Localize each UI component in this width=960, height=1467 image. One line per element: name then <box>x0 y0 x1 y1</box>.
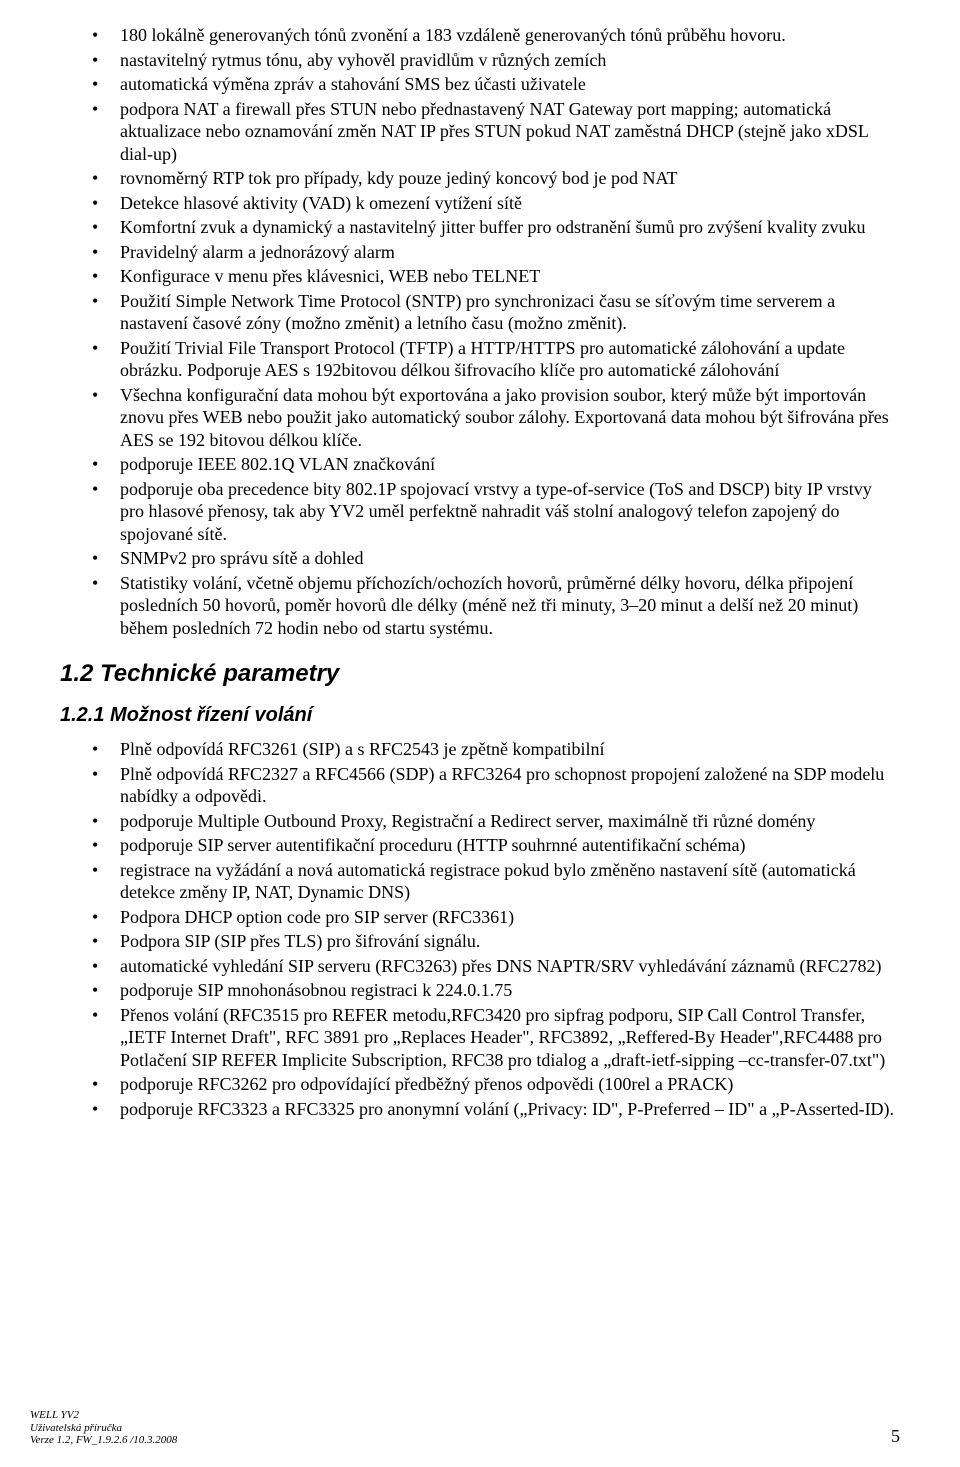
page-footer: WELL YV2 Uživatelská příručka Verze 1.2,… <box>30 1409 900 1447</box>
list-item: automatické vyhledání SIP serveru (RFC32… <box>120 955 900 978</box>
footer-manual: Uživatelská příručka <box>30 1422 177 1435</box>
list-item: Pravidelný alarm a jednorázový alarm <box>120 241 900 264</box>
list-item: podporuje RFC3262 pro odpovídající předb… <box>120 1073 900 1096</box>
feature-list-2: Plně odpovídá RFC3261 (SIP) a s RFC2543 … <box>60 738 900 1120</box>
list-item: Použití Simple Network Time Protocol (SN… <box>120 290 900 335</box>
footer-product: WELL YV2 <box>30 1409 177 1422</box>
list-item: rovnoměrný RTP tok pro případy, kdy pouz… <box>120 167 900 190</box>
list-item: podporuje SIP mnohonásobnou registraci k… <box>120 979 900 1002</box>
list-item: automatická výměna zpráv a stahování SMS… <box>120 73 900 96</box>
list-item: Komfortní zvuk a dynamický a nastaviteln… <box>120 216 900 239</box>
list-item: nastavitelný rytmus tónu, aby vyhověl pr… <box>120 49 900 72</box>
list-item: podporuje RFC3323 a RFC3325 pro anonymní… <box>120 1098 900 1121</box>
list-item: podporuje Multiple Outbound Proxy, Regis… <box>120 810 900 833</box>
feature-list-1: 180 lokálně generovaných tónů zvonění a … <box>60 24 900 639</box>
list-item: SNMPv2 pro správu sítě a dohled <box>120 547 900 570</box>
list-item: Detekce hlasové aktivity (VAD) k omezení… <box>120 192 900 215</box>
list-item: Statistiky volání, včetně objemu příchoz… <box>120 572 900 640</box>
list-item: Plně odpovídá RFC3261 (SIP) a s RFC2543 … <box>120 738 900 761</box>
list-item: podporuje oba precedence bity 802.1P spo… <box>120 478 900 546</box>
list-item: Plně odpovídá RFC2327 a RFC4566 (SDP) a … <box>120 763 900 808</box>
page-number: 5 <box>891 1425 900 1448</box>
list-item: podporuje SIP server autentifikační proc… <box>120 834 900 857</box>
document-page: 180 lokálně generovaných tónů zvonění a … <box>0 0 960 1467</box>
list-item: Podpora SIP (SIP přes TLS) pro šifrování… <box>120 930 900 953</box>
list-item: Podpora DHCP option code pro SIP server … <box>120 906 900 929</box>
section-heading-1-2: 1.2 Technické parametry <box>60 659 900 689</box>
list-item: podpora NAT a firewall přes STUN nebo př… <box>120 98 900 166</box>
list-item: Použití Trivial File Transport Protocol … <box>120 337 900 382</box>
list-item: Všechna konfigurační data mohou být expo… <box>120 384 900 452</box>
footer-left: WELL YV2 Uživatelská příručka Verze 1.2,… <box>30 1409 177 1447</box>
subsection-heading-1-2-1: 1.2.1 Možnost řízení volání <box>60 703 900 728</box>
footer-version: Verze 1.2, FW_1.9.2.6 /10.3.2008 <box>30 1434 177 1447</box>
list-item: podporuje IEEE 802.1Q VLAN značkování <box>120 453 900 476</box>
list-item: 180 lokálně generovaných tónů zvonění a … <box>120 24 900 47</box>
list-item: Přenos volání (RFC3515 pro REFER metodu,… <box>120 1004 900 1072</box>
list-item: registrace na vyžádání a nová automatick… <box>120 859 900 904</box>
list-item: Konfigurace v menu přes klávesnici, WEB … <box>120 265 900 288</box>
